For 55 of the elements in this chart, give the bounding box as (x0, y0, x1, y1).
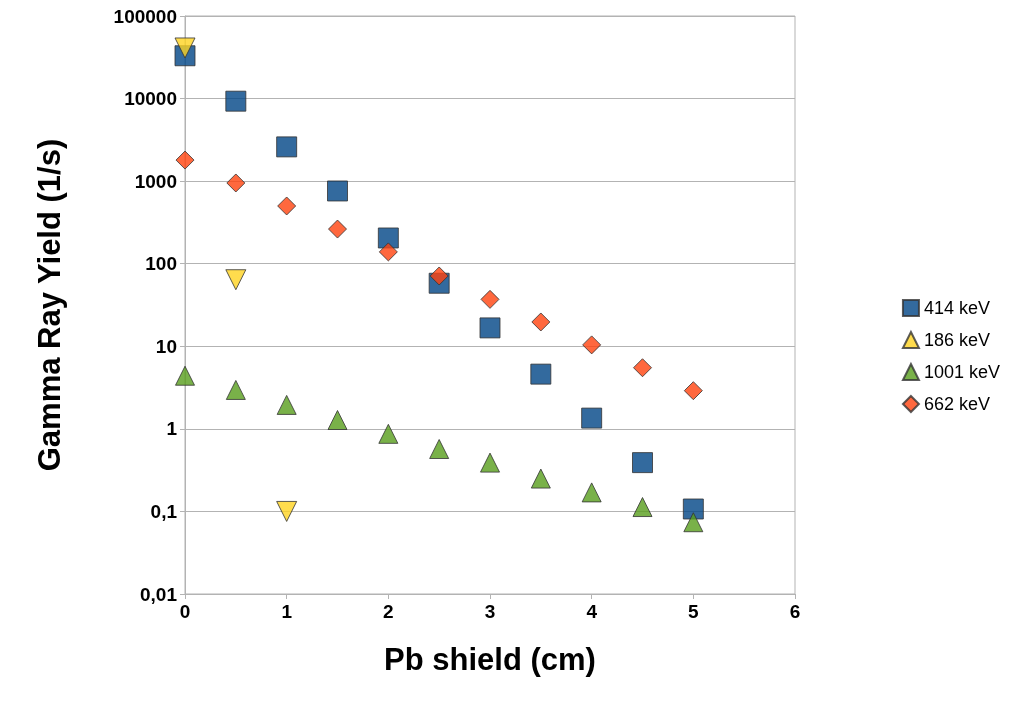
point (276, 394, 297, 415)
y-tick-label: 0,01 (140, 583, 178, 605)
y-tick-label: 100000 (113, 5, 177, 27)
x-tick-label: 2 (383, 601, 394, 622)
point (378, 242, 398, 262)
y-tick-label: 100 (145, 253, 177, 275)
point (632, 452, 653, 474)
point (277, 196, 297, 216)
y-tick-label: 0,1 (150, 500, 178, 522)
x-axis-title: Pb shield (cm) (384, 642, 596, 677)
legend-label: 414 keV (923, 298, 990, 318)
point (683, 512, 704, 533)
point (480, 452, 500, 473)
x-tick-label: 4 (586, 601, 598, 622)
point (480, 289, 500, 309)
point (175, 150, 195, 170)
x-tick-label: 6 (789, 601, 801, 622)
legend-label: 1001 keV (923, 362, 1000, 382)
y-tick-label: 10 (155, 335, 177, 357)
legend-label: 186 keV (923, 330, 990, 350)
x-tick-label: 1 (281, 601, 293, 622)
y-tick-label: 1000 (134, 170, 177, 192)
point (328, 219, 347, 239)
point (582, 335, 602, 355)
point (682, 498, 704, 520)
point (327, 410, 348, 430)
point (174, 37, 196, 59)
x-tick-label: 5 (688, 601, 700, 622)
y-tick-label: 10000 (124, 88, 177, 110)
point (632, 497, 653, 518)
point (225, 269, 247, 291)
x-tick-label: 3 (484, 601, 496, 622)
point (276, 136, 298, 158)
legend-label: 662 keV (923, 394, 990, 414)
point (633, 358, 652, 378)
point (378, 423, 399, 444)
y-axis-title: Gamma Ray Yield (1/s) (32, 138, 67, 472)
point (581, 407, 603, 429)
point (429, 266, 449, 286)
y-tick-label: 1 (166, 418, 178, 440)
point (327, 180, 348, 202)
point (531, 312, 551, 332)
point (530, 468, 551, 489)
point (175, 365, 195, 386)
point (377, 227, 399, 249)
point (225, 90, 247, 112)
point (276, 500, 298, 522)
point (581, 482, 602, 503)
point (479, 317, 501, 339)
point (683, 381, 703, 401)
point (225, 379, 246, 400)
point (226, 173, 246, 193)
point (530, 363, 552, 385)
x-tick-label: 0 (179, 601, 191, 622)
point (429, 439, 450, 460)
